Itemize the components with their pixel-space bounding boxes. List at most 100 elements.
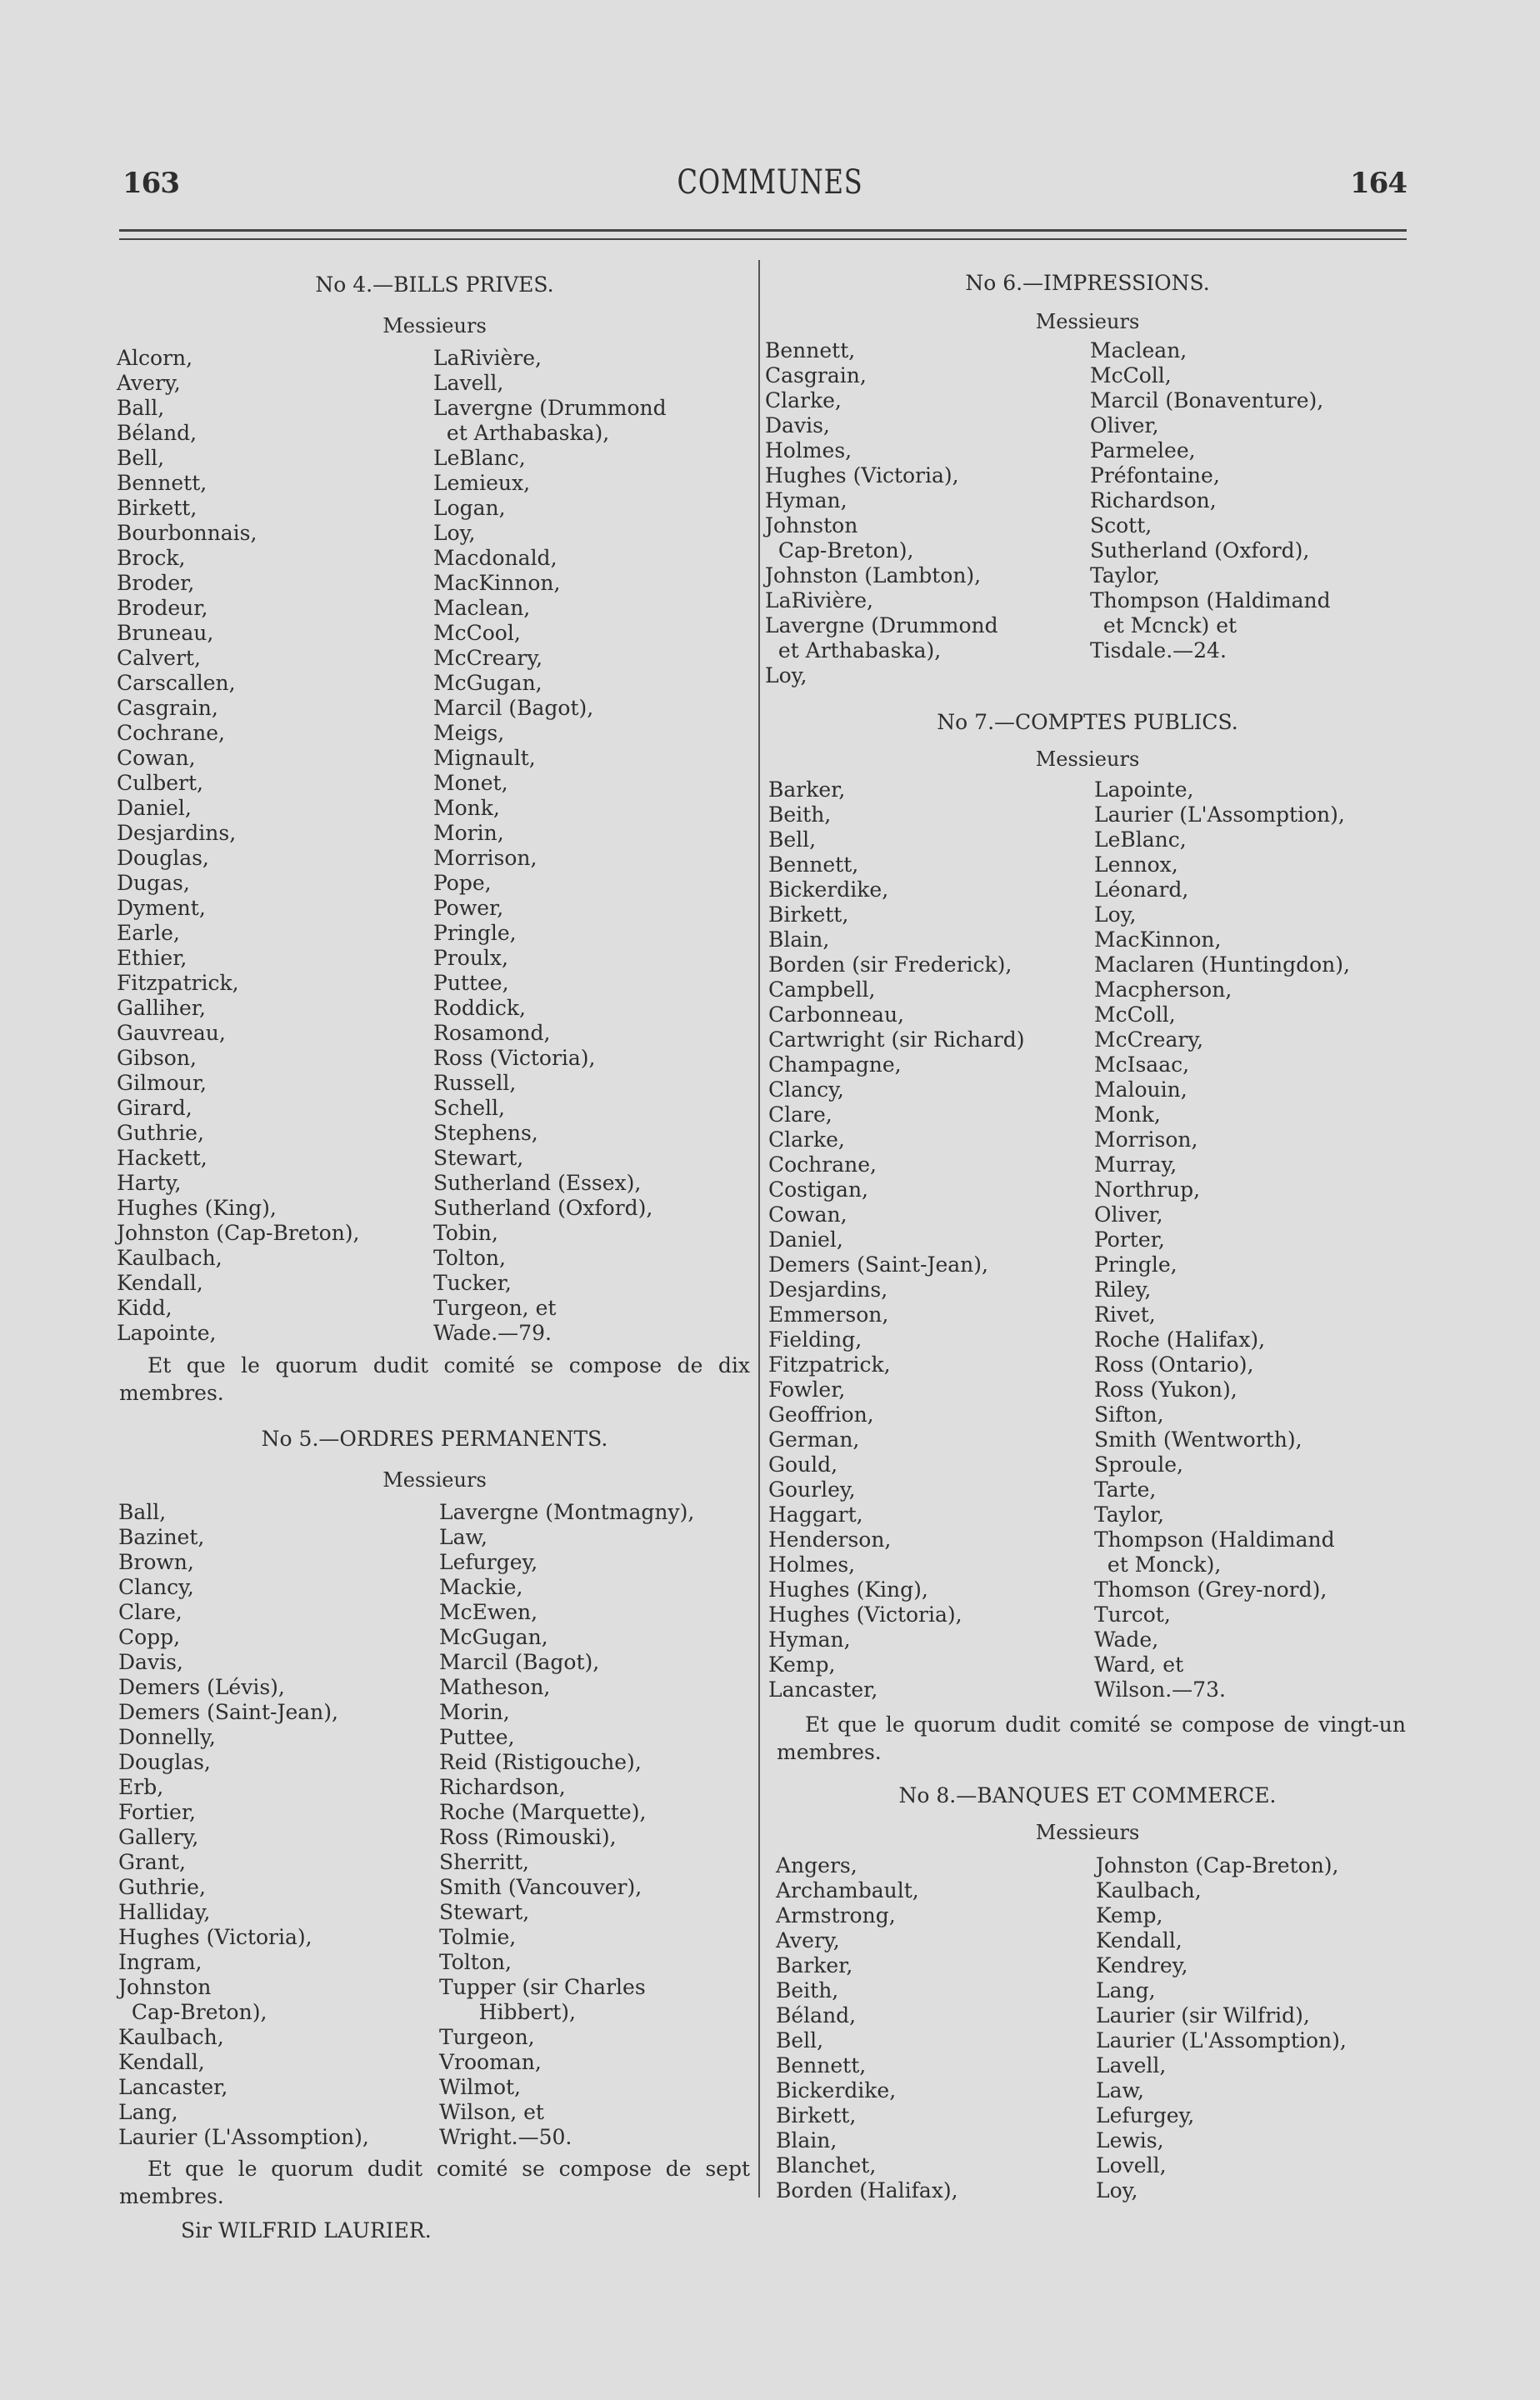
member-name: Girard, xyxy=(117,1096,192,1120)
member-name: et Arthabaska), xyxy=(765,638,942,662)
member-name: Bennett, xyxy=(117,471,208,495)
member-name: Johnston xyxy=(118,1975,212,1999)
member-name: Johnston xyxy=(765,513,858,538)
member-name: Lang, xyxy=(1096,1978,1156,2002)
member-name: Bazinet, xyxy=(118,1525,205,1549)
member-name: Morin, xyxy=(433,821,504,845)
member-name: LeBlanc, xyxy=(433,446,526,470)
member-name: Kaulbach, xyxy=(118,2025,224,2049)
member-name: Cochrane, xyxy=(117,721,225,745)
member-name: Bickerdike, xyxy=(768,878,889,902)
member-name: Tarte, xyxy=(1094,1478,1157,1502)
section-heading-comptes-publics: No 7.—COMPTES PUBLICS. xyxy=(937,710,1238,734)
member-name: Angers, xyxy=(776,1853,858,1878)
member-name: McIsaac, xyxy=(1094,1052,1190,1077)
member-name: Tupper (sir Charles xyxy=(439,1975,646,1999)
member-name: Marcil (Bagot), xyxy=(439,1650,600,1674)
member-name: McColl, xyxy=(1094,1002,1176,1027)
header-rule-top xyxy=(119,229,1407,232)
member-name: Wade, xyxy=(1094,1628,1159,1652)
member-name: Maclean, xyxy=(1090,338,1188,362)
member-name: Stephens, xyxy=(433,1121,538,1145)
member-name: Desjardins, xyxy=(768,1278,888,1302)
member-name: Cochrane, xyxy=(768,1152,877,1177)
member-name: Tolton, xyxy=(439,1950,512,1974)
member-name: Morin, xyxy=(439,1700,510,1724)
member-name: Birkett, xyxy=(768,902,849,927)
member-name: Holmes, xyxy=(765,438,852,462)
member-name: Hibbert), xyxy=(439,2000,576,2024)
member-name: Lefurgey, xyxy=(1096,2103,1195,2128)
member-name: Gould, xyxy=(768,1452,838,1477)
member-list-col-b: Lavergne (Montmagny), Law, Lefurgey, Mackie… xyxy=(439,1500,694,2150)
member-name: LaRivière, xyxy=(765,588,873,612)
member-name: Thompson (Haldimand xyxy=(1090,588,1331,612)
member-name: Clarke, xyxy=(765,388,842,412)
member-name: Geoffrion, xyxy=(768,1402,874,1427)
member-name: Cowan, xyxy=(768,1202,848,1227)
member-name: McEwen, xyxy=(439,1600,538,1624)
member-name: Taylor, xyxy=(1090,563,1160,588)
member-name: Matheson, xyxy=(439,1675,551,1699)
section-heading-bills-prives: No 4.—BILLS PRIVES. xyxy=(315,272,554,297)
member-name: et Monck), xyxy=(1094,1552,1222,1577)
member-name: Sifton, xyxy=(1094,1402,1164,1427)
member-name: Lewis, xyxy=(1096,2128,1164,2152)
member-name: Béland, xyxy=(776,2003,857,2028)
member-name: Bell, xyxy=(768,828,817,852)
member-name: Lapointe, xyxy=(1094,778,1194,802)
member-name: Sutherland (Oxford), xyxy=(433,1196,653,1220)
header-rule-bottom xyxy=(119,238,1407,240)
member-name: Laurier (sir Wilfrid), xyxy=(1096,2003,1310,2028)
member-name: Macdonald, xyxy=(433,546,558,570)
member-name: McCool, xyxy=(433,621,521,645)
member-name: Hughes (Victoria), xyxy=(118,1925,312,1949)
page-number-left: 163 xyxy=(122,167,180,200)
member-name: Holmes, xyxy=(768,1552,856,1577)
member-name: Birkett, xyxy=(776,2103,857,2128)
member-name: Oliver, xyxy=(1094,1202,1163,1227)
member-name: Wilson, et xyxy=(439,2100,544,2124)
member-name: Monk, xyxy=(1094,1102,1161,1127)
member-name: Northrup, xyxy=(1094,1178,1201,1202)
member-name: Taylor, xyxy=(1094,1502,1164,1527)
member-name: Carbonneau, xyxy=(768,1002,904,1027)
member-name: Desjardins, xyxy=(117,821,237,845)
member-name: Casgrain, xyxy=(765,363,867,388)
messieurs-label: Messieurs xyxy=(382,1468,487,1492)
member-name: Guthrie, xyxy=(118,1875,206,1899)
member-name: Richardson, xyxy=(439,1775,566,1799)
member-name: Laurier (L'Assomption), xyxy=(1094,802,1345,827)
member-name: Hackett, xyxy=(117,1146,208,1170)
member-name: Préfontaine, xyxy=(1090,463,1220,488)
member-name: Bickerdike, xyxy=(776,2078,897,2102)
member-name: Parmelee, xyxy=(1090,438,1196,462)
member-name: Maclean, xyxy=(433,596,531,620)
member-name: Avery, xyxy=(117,371,181,395)
member-name: Cap-Breton), xyxy=(765,538,914,562)
member-name: Beith, xyxy=(768,802,832,827)
member-name: Barker, xyxy=(768,778,846,802)
member-name: Tolton, xyxy=(433,1246,506,1270)
member-name: Ross (Victoria), xyxy=(433,1046,596,1070)
member-list-col-b: Lapointe, Laurier (L'Assomption), LeBlanc,… xyxy=(1094,778,1350,1702)
member-name: Kendall, xyxy=(1096,1928,1182,1952)
member-name: Maclaren (Huntingdon), xyxy=(1094,952,1350,977)
member-name: Morrison, xyxy=(433,846,538,870)
member-name: Culbert, xyxy=(117,771,203,795)
member-name: Loy, xyxy=(765,663,808,688)
member-name: Laurier (L'Assomption), xyxy=(118,2125,369,2149)
member-name: Hyman, xyxy=(765,488,848,512)
member-name: Morrison, xyxy=(1094,1128,1198,1152)
member-list-col-a: Ball, Bazinet, Brown, Clancy, Clare, Copp, Dav… xyxy=(118,1500,369,2150)
member-name: Turgeon, xyxy=(439,2025,535,2049)
member-name: Galliher, xyxy=(117,996,206,1020)
member-name: Lavergne (Drummond xyxy=(765,613,998,638)
member-name: Clarke, xyxy=(768,1128,845,1152)
member-name: Johnston (Cap-Breton), xyxy=(1096,1853,1339,1878)
member-name: Gauvreau, xyxy=(117,1021,226,1045)
member-name: LaRivière, xyxy=(433,346,542,370)
member-name: Emmerson, xyxy=(768,1302,889,1327)
member-list-col-b: LaRivière, Lavell, Lavergne (Drummond et A… xyxy=(433,346,667,1346)
member-name: Lefurgey, xyxy=(439,1550,538,1574)
